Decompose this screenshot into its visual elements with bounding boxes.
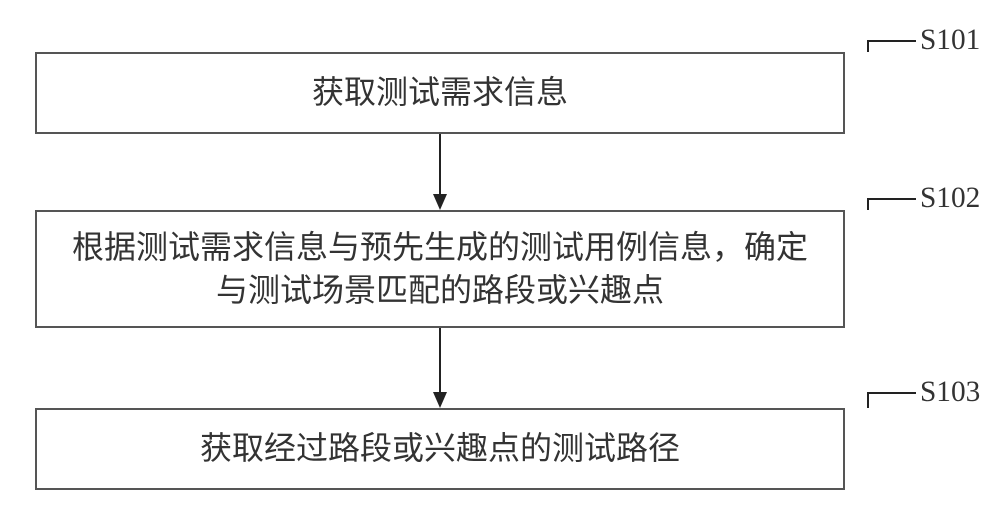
flow-arrow-2-3 — [426, 328, 454, 408]
flow-step-2: 根据测试需求信息与预先生成的测试用例信息，确定与测试场景匹配的路段或兴趣点 — [35, 210, 845, 328]
flow-step-2-text: 根据测试需求信息与预先生成的测试用例信息，确定与测试场景匹配的路段或兴趣点 — [57, 226, 823, 312]
step-label-s103-text: S103 — [920, 376, 980, 408]
leader-line-s101-v — [867, 40, 869, 52]
flow-step-3-text: 获取经过路段或兴趣点的测试路径 — [200, 427, 680, 470]
step-label-s102-text: S102 — [920, 182, 980, 214]
flow-arrow-1-2 — [426, 134, 454, 210]
flow-step-1: 获取测试需求信息 — [35, 52, 845, 134]
step-label-s101-text: S101 — [920, 24, 980, 56]
leader-line-s102-v — [867, 198, 869, 210]
step-label-s103: S103 — [920, 376, 980, 409]
flow-step-3: 获取经过路段或兴趣点的测试路径 — [35, 408, 845, 490]
step-label-s102: S102 — [920, 182, 980, 215]
step-label-s101: S101 — [920, 24, 980, 57]
leader-line-s103-v — [867, 392, 869, 408]
leader-line-s102-h — [867, 198, 916, 200]
flow-step-1-text: 获取测试需求信息 — [312, 71, 568, 114]
leader-line-s101-h — [867, 40, 916, 42]
leader-line-s103-h — [867, 392, 916, 394]
